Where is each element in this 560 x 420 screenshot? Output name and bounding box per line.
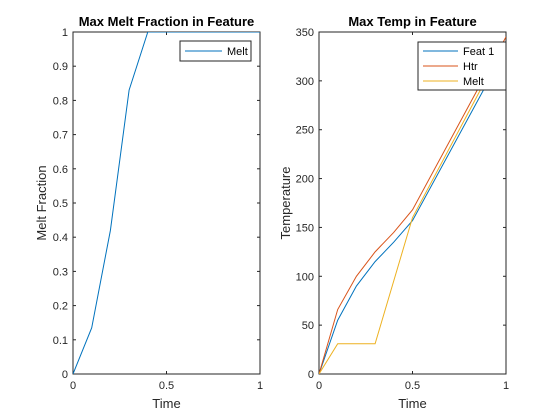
y-tick-label: 100 <box>296 271 314 283</box>
y-tick-label: 0.6 <box>53 164 68 176</box>
ticks: 0 0.5 1 0 50 100 150 200 250 300 350 <box>296 27 509 392</box>
y-tick-label: 0.4 <box>53 232 68 244</box>
series-line-feat-1 <box>319 48 506 374</box>
legend-label-melt: Melt <box>227 46 248 58</box>
y-tick-label: 0.8 <box>53 95 68 107</box>
legend-label-melt: Melt <box>463 76 484 88</box>
chart-title: Max Temp in Feature <box>348 14 476 29</box>
x-tick-label: 0 <box>316 380 322 392</box>
x-tick-label: 0 <box>70 380 76 392</box>
y-tick-label: 300 <box>296 76 314 88</box>
y-tick-label: 250 <box>296 125 314 137</box>
plot-area <box>72 31 261 375</box>
legend: Melt <box>179 40 252 62</box>
y-tick-label: 1 <box>62 27 68 39</box>
y-axis-label: Melt Fraction <box>34 165 49 240</box>
melt-fraction-plot: Max Melt Fraction in Feature Time Melt F… <box>34 14 263 411</box>
y-tick-label: 0.7 <box>53 130 68 142</box>
y-tick-label: 0.2 <box>53 301 68 313</box>
ticks: 0 0.5 1 0 0.1 0.2 0.3 0.4 0.5 0.6 0.7 0.8 0.9 1 <box>53 27 263 392</box>
x-tick-label: 0.5 <box>159 380 174 392</box>
y-tick-label: 0 <box>62 369 68 381</box>
temperature-plot: Max Temp in Feature Time Temperature 0 0.… <box>278 14 509 411</box>
y-tick-label: 50 <box>302 320 314 332</box>
x-tick-label: 1 <box>257 380 263 392</box>
y-tick-label: 350 <box>296 27 314 39</box>
series-lines <box>73 32 260 374</box>
x-axis-label: Time <box>398 396 426 411</box>
series-line-melt <box>73 32 260 374</box>
y-tick-label: 200 <box>296 174 314 186</box>
y-tick-label: 150 <box>296 222 314 234</box>
x-axis-label: Time <box>152 396 180 411</box>
x-tick-label: 0.5 <box>405 380 420 392</box>
y-tick-label: 0.5 <box>53 198 68 210</box>
series-line-htr <box>319 36 506 374</box>
chart-title: Max Melt Fraction in Feature <box>79 14 255 29</box>
series-line-melt <box>319 41 506 374</box>
y-tick-label: 0.9 <box>53 61 68 73</box>
series-lines <box>319 36 506 374</box>
y-tick-label: 0 <box>308 369 314 381</box>
x-tick-label: 1 <box>503 380 509 392</box>
y-axis-label: Temperature <box>278 167 293 240</box>
legend: Feat 1 Htr Melt <box>417 41 507 91</box>
y-tick-label: 0.3 <box>53 266 68 278</box>
legend-label-htr: Htr <box>463 61 478 73</box>
legend-label-feat-1: Feat 1 <box>463 46 494 58</box>
y-tick-label: 0.1 <box>53 335 68 347</box>
